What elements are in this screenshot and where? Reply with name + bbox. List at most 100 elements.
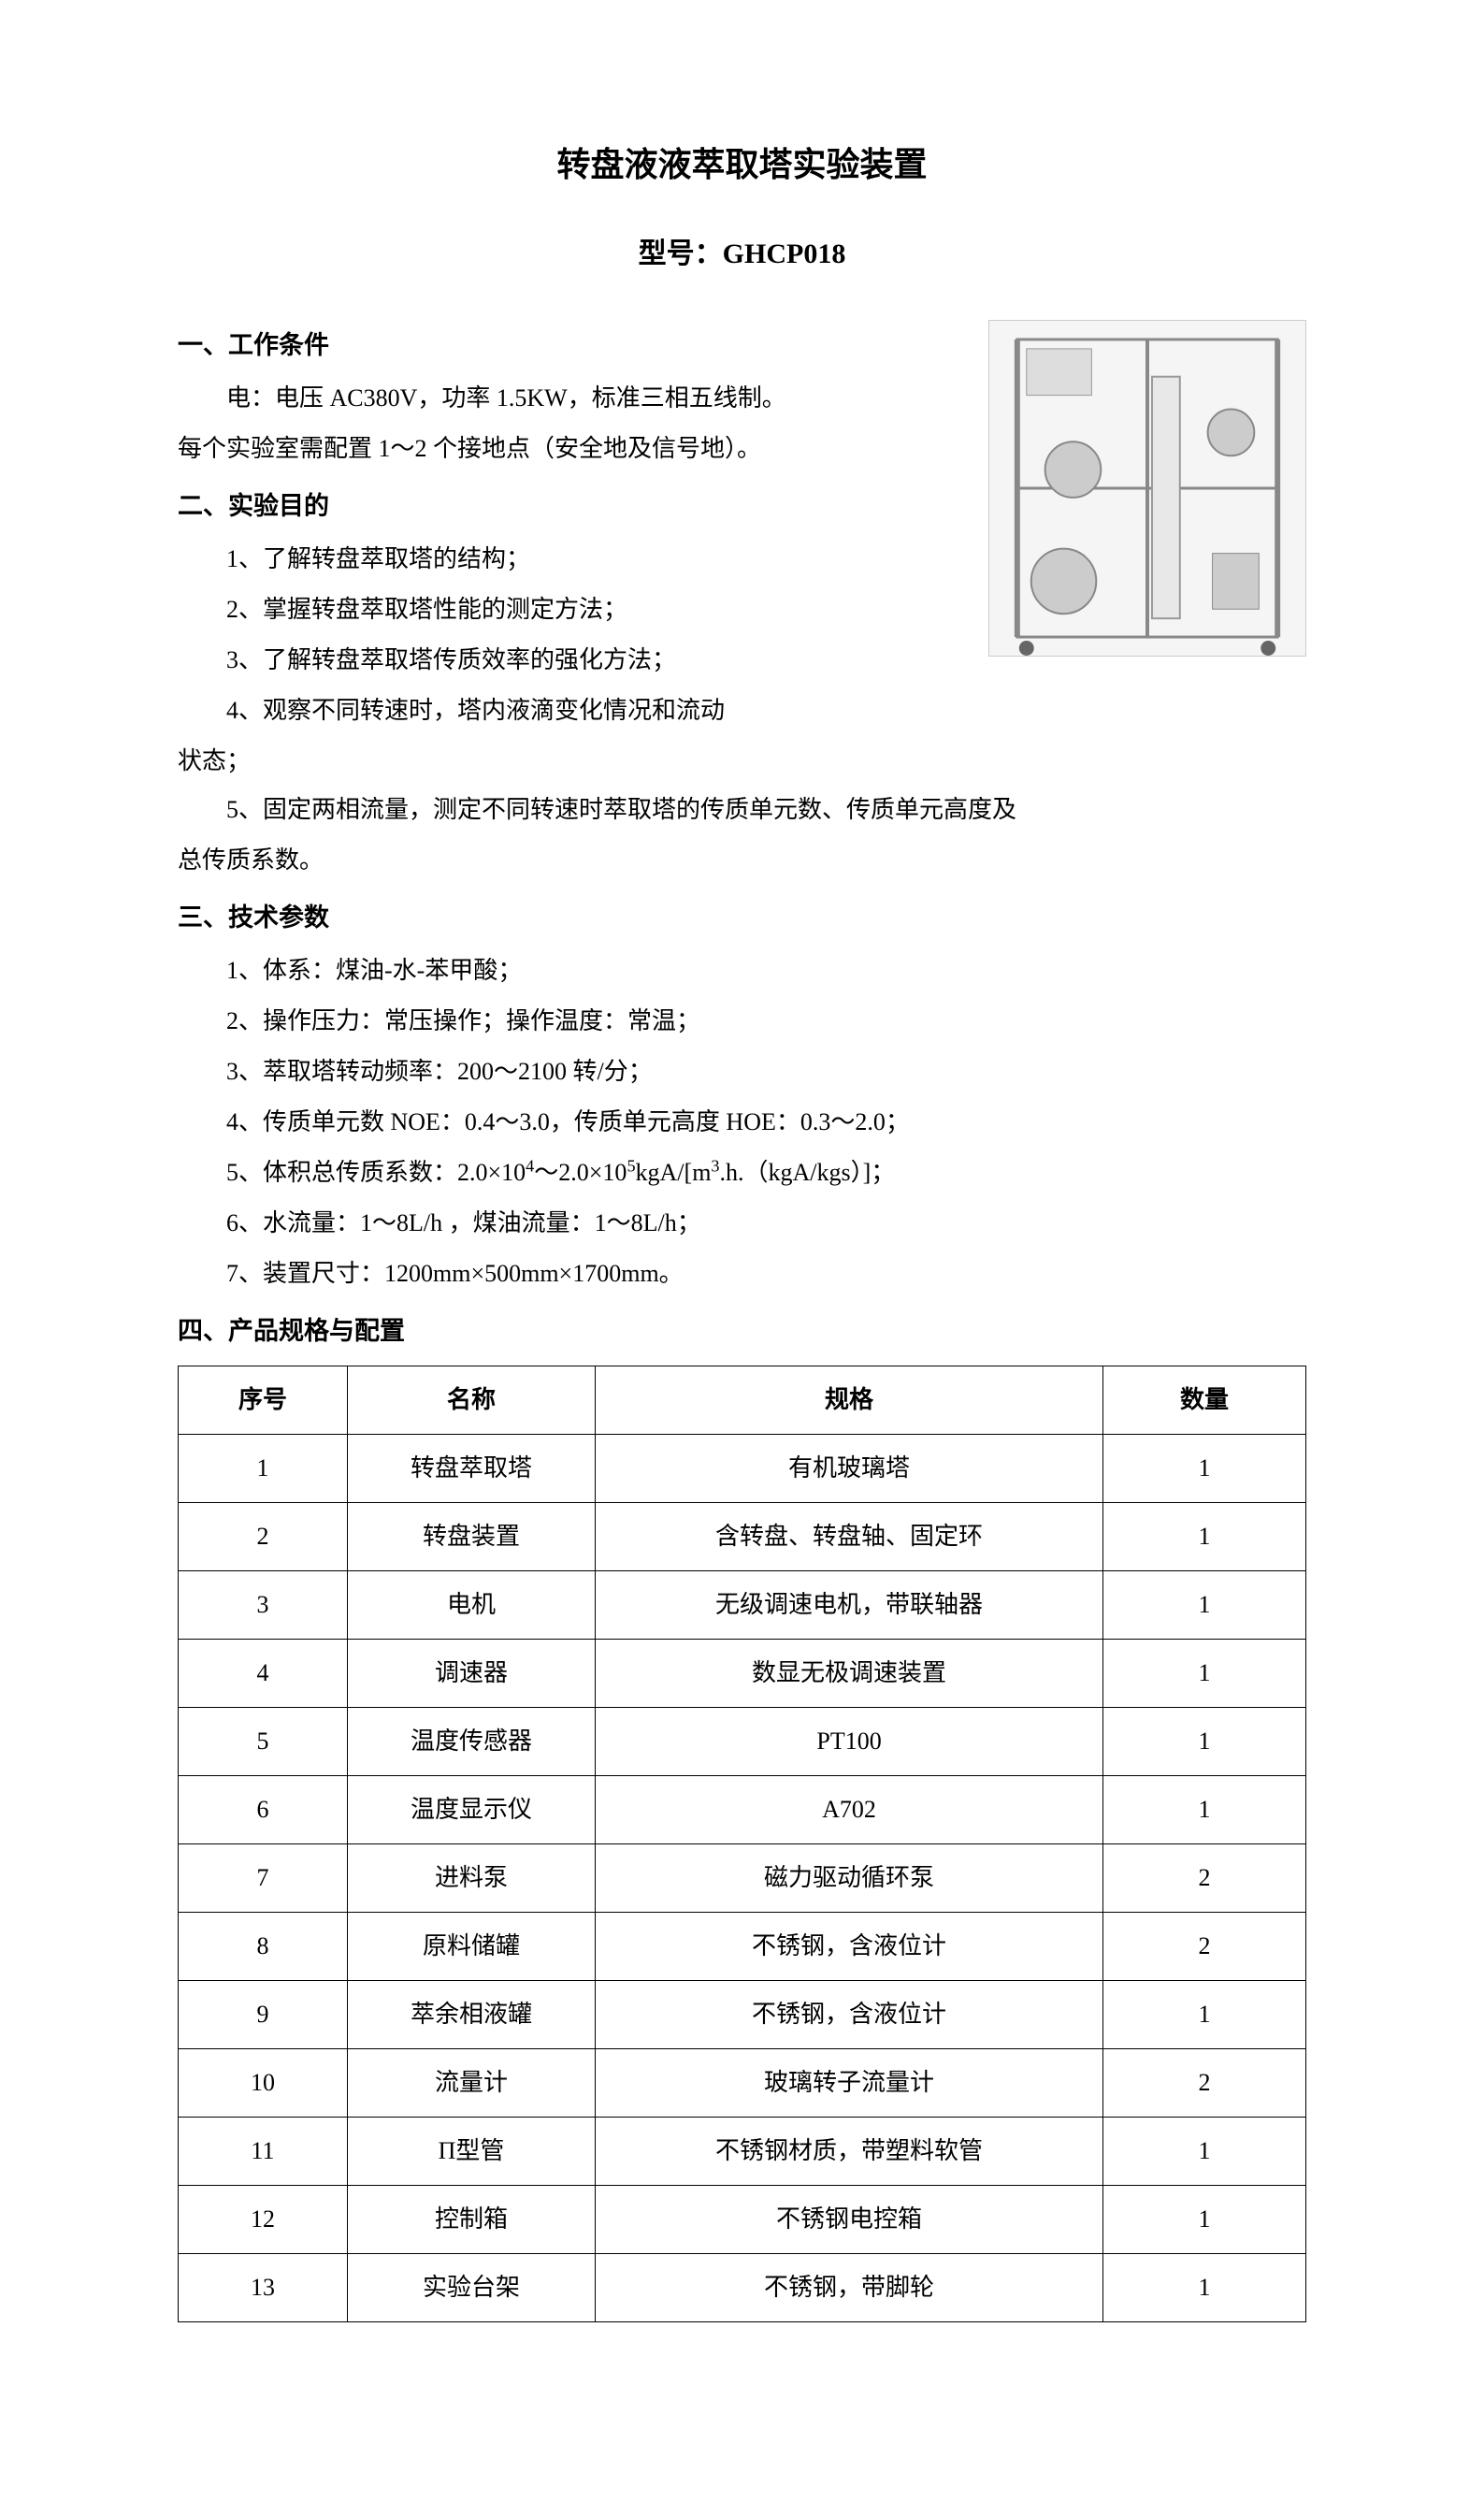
th-spec: 规格 [596, 1366, 1103, 1435]
s3-5c: kgA/[m [636, 1159, 712, 1186]
s3-item-6: 6、水流量：1～8L/h ，煤油流量：1～8L/h； [178, 1199, 1306, 1248]
document-subtitle: 型号：GHCP018 [178, 226, 1306, 282]
table-row: 11Π型管不锈钢材质，带塑料软管1 [179, 2118, 1306, 2186]
table-cell: 5 [179, 1708, 348, 1776]
table-cell: 原料储罐 [347, 1913, 595, 1981]
s3-item-2: 2、操作压力：常压操作；操作温度：常温； [178, 997, 1306, 1046]
s2-tail-2: 总传质系数。 [178, 836, 1306, 885]
table-cell: 进料泵 [347, 1844, 595, 1913]
table-cell: 9 [179, 1981, 348, 2049]
table-cell: 数显无极调速装置 [596, 1640, 1103, 1708]
table-cell: PT100 [596, 1708, 1103, 1776]
s3-5d: .h.（kgA/kgs）]； [720, 1159, 896, 1186]
equipment-photo [988, 320, 1306, 657]
table-row: 5温度传感器PT1001 [179, 1708, 1306, 1776]
table-cell: 含转盘、转盘轴、固定环 [596, 1503, 1103, 1571]
table-row: 3电机无级调速电机，带联轴器1 [179, 1571, 1306, 1640]
table-cell: 1 [1102, 2254, 1305, 2322]
sup-3: 3 [711, 1156, 719, 1175]
table-cell: 不锈钢，带脚轮 [596, 2254, 1103, 2322]
s2-item-2: 2、掌握转盘萃取塔性能的测定方法； [178, 585, 944, 634]
th-name: 名称 [347, 1366, 595, 1435]
table-row: 6温度显示仪A7021 [179, 1776, 1306, 1844]
table-cell: 7 [179, 1844, 348, 1913]
table-cell: 不锈钢材质，带塑料软管 [596, 2118, 1103, 2186]
table-header-row: 序号 名称 规格 数量 [179, 1366, 1306, 1435]
table-cell: 无级调速电机，带联轴器 [596, 1571, 1103, 1640]
table-cell: 12 [179, 2186, 348, 2254]
table-cell: 流量计 [347, 2049, 595, 2118]
table-cell: 有机玻璃塔 [596, 1435, 1103, 1503]
table-cell: 1 [1102, 1571, 1305, 1640]
s1-line-2: 每个实验室需配置 1～2 个接地点（安全地及信号地）。 [178, 425, 944, 473]
s2-item-3: 3、了解转盘萃取塔传质效率的强化方法； [178, 636, 944, 685]
table-row: 8原料储罐不锈钢，含液位计2 [179, 1913, 1306, 1981]
section-heading-3: 三、技术参数 [178, 892, 1306, 943]
table-cell: 1 [1102, 1435, 1305, 1503]
table-row: 13实验台架不锈钢，带脚轮1 [179, 2254, 1306, 2322]
table-cell: 2 [1102, 1844, 1305, 1913]
table-cell: 1 [1102, 1776, 1305, 1844]
sup-4: 4 [526, 1156, 534, 1175]
s3-item-4: 4、传质单元数 NOE：0.4～3.0，传质单元高度 HOE：0.3～2.0； [178, 1098, 1306, 1147]
table-cell: 2 [1102, 1913, 1305, 1981]
s3-item-7: 7、装置尺寸：1200mm×500mm×1700mm。 [178, 1250, 1306, 1298]
s2-tail-1: 状态； [178, 737, 1306, 786]
table-cell: 转盘萃取塔 [347, 1435, 595, 1503]
table-cell: 控制箱 [347, 2186, 595, 2254]
table-cell: 温度显示仪 [347, 1776, 595, 1844]
table-cell: 1 [1102, 1640, 1305, 1708]
section-heading-4: 四、产品规格与配置 [178, 1306, 1306, 1356]
s1-line-1: 电：电压 AC380V，功率 1.5KW，标准三相五线制。 [178, 374, 944, 423]
table-row: 10流量计玻璃转子流量计2 [179, 2049, 1306, 2118]
s3-item-1: 1、体系：煤油-水-苯甲酸； [178, 947, 1306, 995]
table-cell: 1 [179, 1435, 348, 1503]
table-cell: 实验台架 [347, 2254, 595, 2322]
table-cell: 4 [179, 1640, 348, 1708]
table-cell: 1 [1102, 1503, 1305, 1571]
table-cell: 10 [179, 2049, 348, 2118]
s2-item-4: 4、观察不同转速时，塔内液滴变化情况和流动 [178, 687, 944, 735]
table-cell: 1 [1102, 1708, 1305, 1776]
table-cell: 不锈钢，含液位计 [596, 1913, 1103, 1981]
s3-item-3: 3、萃取塔转动频率：200～2100 转/分； [178, 1048, 1306, 1096]
table-cell: 1 [1102, 1981, 1305, 2049]
table-cell: 不锈钢电控箱 [596, 2186, 1103, 2254]
s3-item-5: 5、体积总传质系数：2.0×104～2.0×105kgA/[m3.h.（kgA/… [178, 1149, 1306, 1197]
table-cell: 1 [1102, 2118, 1305, 2186]
table-row: 9萃余相液罐不锈钢，含液位计1 [179, 1981, 1306, 2049]
table-row: 1转盘萃取塔有机玻璃塔1 [179, 1435, 1306, 1503]
document-body: 一、工作条件 电：电压 AC380V，功率 1.5KW，标准三相五线制。 每个实… [178, 320, 1306, 2322]
table-row: 7进料泵磁力驱动循环泵2 [179, 1844, 1306, 1913]
table-cell: 玻璃转子流量计 [596, 2049, 1103, 2118]
equipment-icon [989, 321, 1305, 656]
table-cell: 2 [179, 1503, 348, 1571]
table-cell: A702 [596, 1776, 1103, 1844]
spec-table: 序号 名称 规格 数量 1转盘萃取塔有机玻璃塔12转盘装置含转盘、转盘轴、固定环… [178, 1366, 1306, 2322]
table-cell: 13 [179, 2254, 348, 2322]
table-row: 12控制箱不锈钢电控箱1 [179, 2186, 1306, 2254]
table-cell: 8 [179, 1913, 348, 1981]
table-cell: 调速器 [347, 1640, 595, 1708]
table-cell: 不锈钢，含液位计 [596, 1981, 1103, 2049]
th-seq: 序号 [179, 1366, 348, 1435]
th-qty: 数量 [1102, 1366, 1305, 1435]
table-row: 4调速器数显无极调速装置1 [179, 1640, 1306, 1708]
table-cell: 萃余相液罐 [347, 1981, 595, 2049]
s3-5a: 5、体积总传质系数：2.0×10 [226, 1159, 526, 1186]
s2-item-1: 1、了解转盘萃取塔的结构； [178, 535, 944, 584]
spec-table-body: 1转盘萃取塔有机玻璃塔12转盘装置含转盘、转盘轴、固定环13电机无级调速电机，带… [179, 1435, 1306, 2322]
table-cell: 2 [1102, 2049, 1305, 2118]
table-cell: Π型管 [347, 2118, 595, 2186]
table-cell: 1 [1102, 2186, 1305, 2254]
sup-5: 5 [627, 1156, 635, 1175]
table-cell: 6 [179, 1776, 348, 1844]
table-cell: 转盘装置 [347, 1503, 595, 1571]
s2-item-5: 5、固定两相流量，测定不同转速时萃取塔的传质单元数、传质单元高度及 [178, 786, 1306, 834]
document-title: 转盘液液萃取塔实验装置 [178, 131, 1306, 198]
table-cell: 温度传感器 [347, 1708, 595, 1776]
s3-5b: ～2.0×10 [534, 1159, 627, 1186]
table-cell: 3 [179, 1571, 348, 1640]
table-cell: 磁力驱动循环泵 [596, 1844, 1103, 1913]
table-row: 2转盘装置含转盘、转盘轴、固定环1 [179, 1503, 1306, 1571]
